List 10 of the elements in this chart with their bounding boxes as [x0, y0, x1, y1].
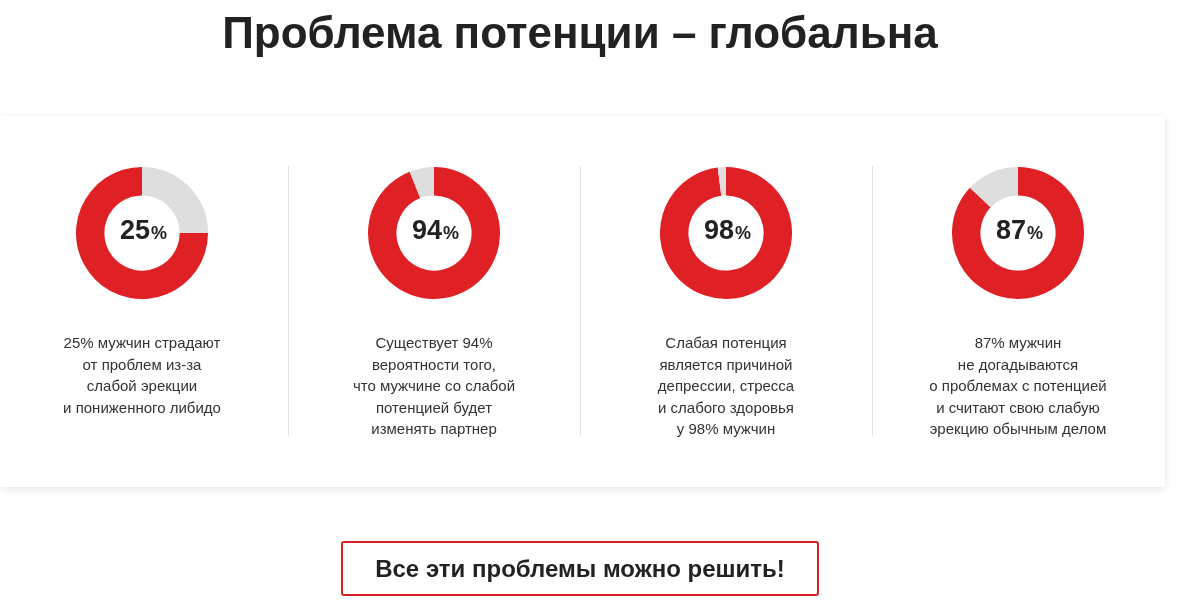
text: Проблема потенции – глобальна: [221, 8, 939, 58]
data-label: 87%: [995, 215, 1044, 245]
text: 87% мужчин не догадываются о проблемах с потенцией и считают свою слабую эрекцию обычным делом: [928, 333, 1108, 439]
data-label: 94%: [411, 215, 460, 245]
text: Существует 94% вероятности того, что мужчине со слабой потенцией будет изменять партнер: [351, 333, 517, 439]
text: 25% мужчин страдают от проблем из-за слабой эрекции и пониженного либидо: [62, 333, 222, 418]
data-label: 98%: [703, 215, 752, 245]
button: Все эти проблемы можно решить!: [341, 541, 819, 596]
data-label: 25%: [119, 215, 168, 245]
text: Слабая потенция является причиной депрессии, стресса и слабого здоровья у 98% мужчин: [656, 333, 796, 439]
